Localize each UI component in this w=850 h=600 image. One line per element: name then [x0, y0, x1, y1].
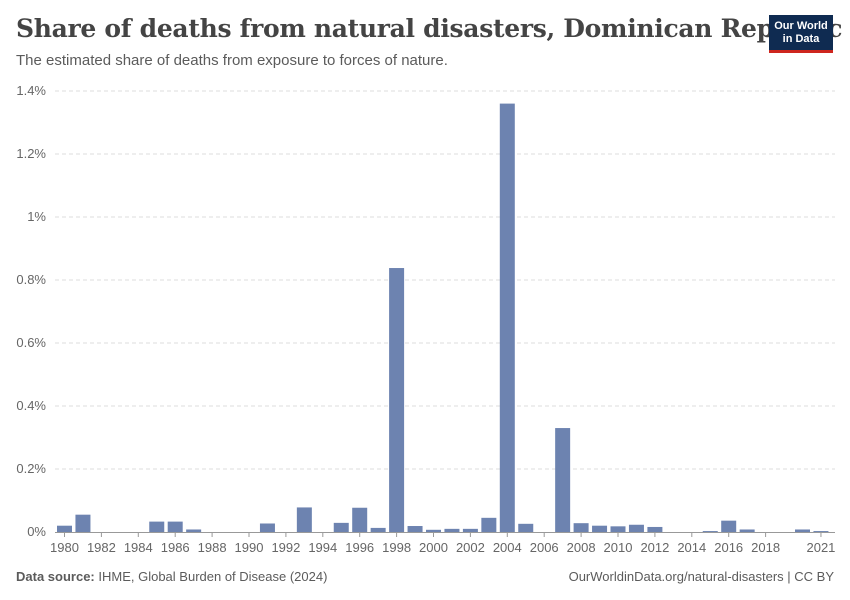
x-tick-label: 2004 [493, 540, 522, 555]
x-axis: 1980 1982 1984 1986 1988 1990 1992 1994 1996 1998… [50, 532, 835, 555]
bar-1981[interactable] [75, 514, 91, 532]
owid-logo[interactable]: Our World in Data [769, 15, 833, 53]
bar-1995[interactable] [333, 522, 349, 532]
bar-1999[interactable] [407, 526, 423, 532]
bar-1997[interactable] [370, 527, 386, 532]
chart-title: Share of deaths from natural disasters, … [16, 14, 843, 43]
bar-1998[interactable] [389, 268, 405, 532]
y-tick-label: 0% [27, 524, 46, 539]
bar-2015[interactable] [702, 531, 718, 532]
x-tick-label: 2016 [714, 540, 743, 555]
source-url[interactable]: OurWorldinData.org/natural-disasters | C… [568, 569, 834, 584]
bar-2009[interactable] [592, 525, 608, 532]
logo-line-2: in Data [782, 33, 820, 45]
bar-2021[interactable] [813, 531, 829, 532]
y-tick-label: 0.8% [16, 272, 46, 287]
bar-2001[interactable] [444, 528, 460, 532]
bar-2004[interactable] [499, 103, 515, 532]
x-tick-label: 1988 [198, 540, 227, 555]
x-tick-label: 2000 [419, 540, 448, 555]
data-source-label: Data source: [16, 569, 95, 584]
x-tick-label: 1998 [382, 540, 411, 555]
y-tick-label: 0.2% [16, 461, 46, 476]
x-tick-label: 1980 [50, 540, 79, 555]
bar-2002[interactable] [462, 528, 478, 532]
x-tick-label: 2014 [677, 540, 706, 555]
bar-2007[interactable] [555, 428, 571, 532]
y-tick-label: 1.2% [16, 146, 46, 161]
x-tick-label: 2021 [806, 540, 835, 555]
bar-2003[interactable] [481, 517, 497, 532]
x-tick-label: 2018 [751, 540, 780, 555]
x-tick-label: 2010 [604, 540, 633, 555]
x-tick-label: 1992 [271, 540, 300, 555]
bar-1993[interactable] [296, 507, 312, 532]
y-tick-label: 0.6% [16, 335, 46, 350]
x-tick-label: 1996 [345, 540, 374, 555]
x-tick-label: 1994 [308, 540, 337, 555]
bar-2005[interactable] [518, 523, 534, 532]
y-tick-label: 1% [27, 209, 46, 224]
data-source-text[interactable]: IHME, Global Burden of Disease (2024) [98, 569, 328, 584]
x-tick-label: 1982 [87, 540, 116, 555]
x-tick-label: 1986 [161, 540, 190, 555]
x-tick-label: 2008 [567, 540, 596, 555]
bar-2017[interactable] [739, 529, 755, 532]
bar-2010[interactable] [610, 526, 626, 532]
bar-2008[interactable] [573, 523, 589, 532]
x-tick-label: 2002 [456, 540, 485, 555]
x-tick-label: 2006 [530, 540, 559, 555]
bar-1987[interactable] [186, 529, 202, 532]
y-tick-label: 0.4% [16, 398, 46, 413]
bar-2020[interactable] [795, 529, 810, 532]
bar-1985[interactable] [149, 521, 165, 532]
bar-2012[interactable] [647, 526, 663, 532]
bar-2011[interactable] [628, 524, 644, 532]
gridlines: 0% 0.2% 0.4% 0.6% 0.8% 1% 1.2% 1.4% [16, 83, 835, 539]
x-tick-label: 1990 [235, 540, 264, 555]
bar-1991[interactable] [259, 523, 275, 532]
bar-1986[interactable] [167, 521, 183, 532]
x-tick-label: 1984 [124, 540, 153, 555]
x-tick-label: 2012 [640, 540, 669, 555]
chart-subtitle: The estimated share of deaths from expos… [16, 52, 448, 69]
data-source: Data source: IHME, Global Burden of Dise… [16, 569, 327, 584]
bars [57, 103, 829, 532]
bar-2016[interactable] [721, 520, 737, 532]
logo-line-1: Our World [774, 20, 828, 32]
y-tick-label: 1.4% [16, 83, 46, 98]
bar-1980[interactable] [57, 525, 72, 532]
bar-1996[interactable] [352, 507, 368, 532]
bar-2000[interactable] [426, 529, 441, 532]
